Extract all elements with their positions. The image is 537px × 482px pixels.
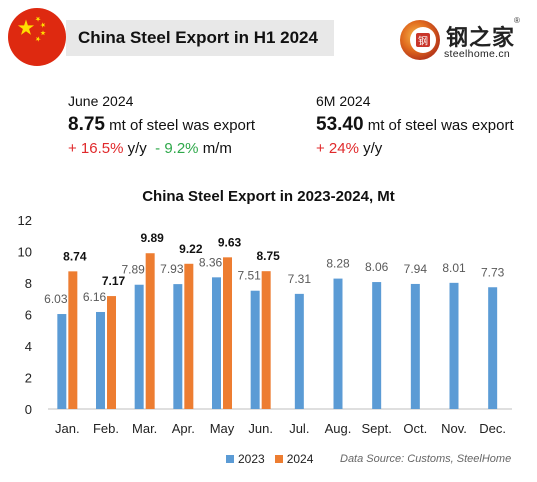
six-month-period: 6M 2024: [316, 93, 371, 109]
x-tick-label: Aug.: [325, 421, 352, 436]
six-month-text: mt of steel was export: [367, 117, 514, 134]
data-label-2023: 7.31: [288, 272, 312, 286]
six-month-yoy: + 24%: [316, 140, 359, 157]
y-tick-label: 2: [25, 371, 32, 386]
legend-swatch-2023: [226, 455, 234, 463]
page-title: China Steel Export in H1 2024: [78, 28, 318, 47]
legend-item-2023: 2023: [226, 452, 265, 466]
logo-chinese-text: 钢之家: [446, 26, 516, 51]
data-label-2023: 7.51: [237, 269, 261, 283]
bar-2023: [333, 278, 343, 409]
x-tick-label: Feb.: [93, 421, 119, 436]
data-label-2023: 6.03: [44, 292, 68, 306]
bar-2024: [184, 263, 194, 409]
chart-legend: 2023 2024: [226, 452, 323, 466]
legend-label-2024: 2024: [286, 452, 314, 466]
bar-2023: [212, 277, 221, 409]
legend-swatch-2024: [274, 455, 283, 463]
bar-2023: [173, 284, 183, 409]
data-label-2023: 7.73: [481, 265, 505, 279]
monthly-yoy-unit: y/y: [127, 140, 147, 157]
registered-mark: ®: [514, 16, 520, 25]
six-month-stat: 6M 2024 53.40 mt of steel was export + 2…: [316, 93, 514, 157]
header-title-box: China Steel Export in H1 2024: [66, 20, 334, 56]
data-label-2024: 9.89: [140, 231, 164, 245]
bar-2023: [449, 282, 459, 409]
x-tick-label: Apr.: [172, 421, 195, 436]
bar-2024: [223, 257, 232, 409]
logo-site-text: steelhome.cn: [444, 48, 511, 60]
data-label-2023: 8.36: [199, 255, 223, 269]
data-label-2024: 8.74: [63, 249, 87, 263]
bar-2023: [488, 287, 498, 409]
data-label-2024: 7.17: [102, 274, 126, 288]
monthly-yoy: + 16.5%: [68, 140, 124, 157]
steelhome-logo: 钢 钢之家 ® steelhome.cn: [398, 14, 524, 68]
x-tick-label: Jun.: [248, 421, 273, 436]
steelhome-emblem-icon: 钢: [400, 20, 440, 60]
monthly-text: mt of steel was export: [109, 117, 256, 134]
data-label-2024: 8.75: [256, 249, 280, 263]
six-month-changes: + 24% y/y: [316, 140, 514, 157]
y-tick-label: 12: [18, 213, 32, 228]
bar-2023: [372, 282, 382, 409]
bar-2024: [68, 271, 78, 409]
legend-label-2023: 2023: [238, 452, 265, 466]
data-label-2023: 6.16: [83, 290, 107, 304]
bar-2023: [410, 283, 420, 409]
china-flag-icon: [8, 8, 66, 66]
flag-small-star: [40, 30, 46, 36]
emblem-text: 钢: [418, 35, 428, 48]
data-label-2023: 7.93: [160, 262, 184, 276]
y-tick-label: 0: [25, 402, 32, 417]
bar-2023: [57, 314, 67, 409]
data-label-2024: 9.22: [179, 242, 203, 256]
legend-item-2024: 2024: [274, 452, 314, 466]
y-tick-label: 4: [25, 339, 32, 354]
monthly-stat: June 2024 8.75 mt of steel was export + …: [68, 93, 255, 157]
six-month-volume: 53.40 mt of steel was export: [316, 114, 514, 136]
x-tick-label: Nov.: [441, 421, 467, 436]
bar-2023: [250, 290, 260, 409]
monthly-mom-unit: m/m: [202, 140, 232, 157]
bar-2023: [96, 311, 105, 409]
flag-big-star: [17, 19, 35, 35]
monthly-period: June 2024: [68, 93, 134, 109]
data-label-2023: 7.89: [121, 263, 145, 277]
x-tick-label: Sept.: [361, 421, 391, 436]
flag-small-star: [35, 16, 41, 22]
y-tick-label: 8: [25, 276, 32, 291]
data-label-2023: 8.28: [326, 257, 350, 271]
monthly-value: 8.75: [68, 114, 105, 135]
x-tick-label: Oct.: [403, 421, 427, 436]
x-tick-label: May: [210, 421, 235, 436]
data-label-2023: 8.01: [442, 261, 466, 275]
flag-small-star: [35, 36, 41, 42]
x-tick-label: Mar.: [132, 421, 157, 436]
y-tick-label: 6: [25, 308, 32, 323]
six-month-value: 53.40: [316, 114, 364, 135]
monthly-mom: - 9.2%: [155, 140, 199, 157]
monthly-changes: + 16.5% y/y - 9.2% m/m: [68, 140, 255, 157]
six-month-yoy-unit: y/y: [363, 140, 383, 157]
bar-2023: [294, 293, 304, 409]
x-tick-label: Dec.: [479, 421, 506, 436]
data-source-note: Data Source: Customs, SteelHome: [340, 453, 512, 465]
bar-2024: [107, 296, 116, 409]
chart-title: China Steel Export in 2023-2024, Mt: [142, 188, 395, 205]
x-tick-label: Jul.: [289, 421, 309, 436]
bar-2023: [134, 284, 144, 409]
data-label-2023: 8.06: [365, 260, 389, 274]
flag-small-star: [40, 22, 46, 28]
data-label-2024: 9.63: [218, 235, 242, 249]
y-tick-label: 10: [18, 245, 32, 260]
x-tick-label: Jan.: [55, 421, 80, 436]
bar-2024: [145, 253, 155, 409]
bar-2024: [261, 271, 271, 409]
data-label-2023: 7.94: [404, 262, 428, 276]
monthly-volume: 8.75 mt of steel was export: [68, 114, 255, 136]
